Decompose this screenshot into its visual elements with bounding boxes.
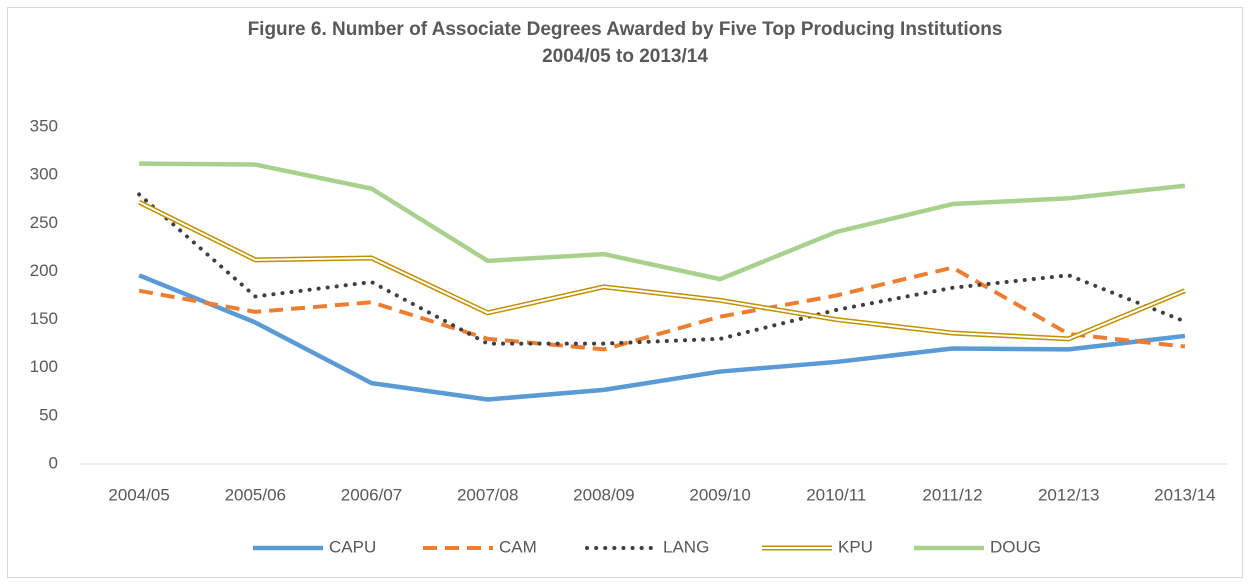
x-tick-label: 2011/12	[922, 485, 982, 504]
x-tick-label: 2010/11	[806, 485, 866, 504]
chart-title: 2004/05 to 2013/14	[542, 46, 708, 67]
y-tick-label: 0	[49, 453, 58, 472]
legend-label: KPU	[838, 537, 873, 556]
legend-label: DOUG	[990, 537, 1041, 556]
y-tick-label: 100	[30, 357, 58, 376]
legend-label: LANG	[663, 537, 709, 556]
x-tick-label: 2004/05	[108, 485, 169, 504]
chart-title: Figure 6. Number of Associate Degrees Aw…	[248, 19, 1003, 40]
y-tick-label: 200	[30, 261, 58, 280]
x-tick-label: 2006/07	[341, 485, 402, 504]
legend-label: CAPU	[329, 537, 376, 556]
x-tick-label: 2009/10	[689, 485, 750, 504]
y-tick-label: 250	[30, 213, 58, 232]
series-line	[138, 273, 1186, 402]
x-tick-label: 2012/13	[1038, 485, 1099, 504]
x-tick-label: 2008/09	[573, 485, 634, 504]
legend-label: CAM	[499, 537, 537, 556]
x-tick-label: 2007/08	[457, 485, 518, 504]
chart-border	[7, 7, 1243, 578]
x-tick-label: 2005/06	[225, 485, 286, 504]
y-tick-label: 150	[30, 309, 58, 328]
y-tick-label: 350	[30, 116, 58, 135]
series-line	[138, 265, 1186, 352]
series-line	[139, 161, 1186, 282]
x-tick-label: 2013/14	[1154, 485, 1215, 504]
series-line-inner	[138, 201, 1186, 340]
y-tick-label: 50	[39, 405, 58, 424]
y-tick-label: 300	[30, 165, 58, 184]
